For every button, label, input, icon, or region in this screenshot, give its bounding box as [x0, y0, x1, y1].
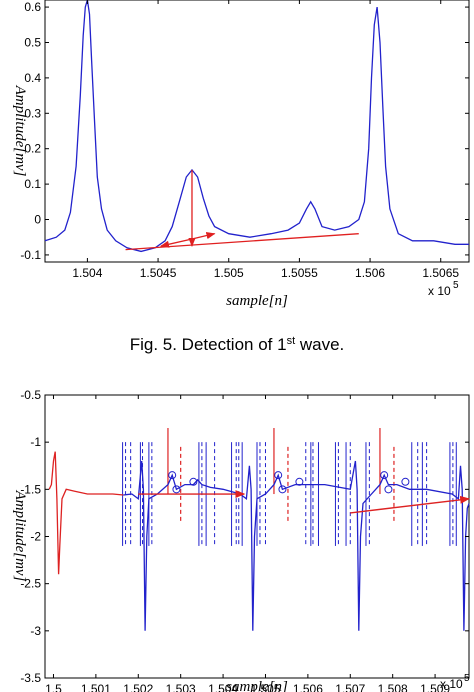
chart-1-x-tick-label: 1.505	[214, 266, 244, 280]
chart-2-x-tick-label: 1.504	[208, 682, 238, 692]
chart-2-y-axis-label: Amplitude[mv]	[12, 490, 28, 582]
svg-text:5: 5	[464, 673, 470, 684]
chart-2-x-tick-label: 1.508	[378, 682, 408, 692]
chart-2-x-axis-label: sample[n]	[226, 679, 288, 692]
chart-2-series-line-0	[48, 451, 124, 575]
chart-2-detected-point	[189, 477, 198, 486]
chart-1-detection-1st-wave: 1.504 1.5045 1.505 1.5055 1.506 1.5065 -0.1 0 0…	[12, 0, 470, 309]
chart-2-detected-point	[278, 485, 287, 494]
caption-prefix: Fig. 5. Detection of 1	[130, 335, 287, 354]
chart-2-x-tick-label: 1.505	[250, 682, 280, 692]
chart-1-y-tick-label: 0.4	[24, 71, 41, 85]
chart-2-y-tick-label: -2.5	[20, 577, 41, 591]
chart-2-detected-point	[168, 471, 177, 480]
chart-1-arrow-annotation	[160, 238, 193, 248]
chart-2-x-tick-label: 1.5	[45, 682, 62, 692]
chart-2-y-tick-label: -3	[30, 624, 41, 638]
chart-2-detected-point	[401, 477, 410, 486]
chart-1-series-line-0	[44, 0, 469, 253]
chart-2-x-tick-label: 1.502	[123, 682, 153, 692]
chart-2-x-tick-label: 1.506	[293, 682, 323, 692]
chart-2-series-line-1	[123, 460, 470, 631]
chart-2-y-tick-label: -0.5	[20, 388, 41, 402]
chart-1-y-tick-label: 0.1	[24, 177, 41, 191]
chart-2-ecg-wave-detection: 1.5 1.501 1.502 1.503 1.504 1.505 1.506 1.507 1.…	[12, 388, 470, 692]
caption-superscript: st	[287, 335, 296, 347]
chart-2-x-multiplier: x 10 5	[440, 673, 470, 691]
chart-1-x-tick-label: 1.504	[72, 266, 102, 280]
chart-1-y-tick-label: 0.3	[24, 106, 41, 120]
chart-1-x-tick-label: 1.506	[355, 266, 385, 280]
chart-2-y-tick-label: -1.5	[20, 482, 41, 496]
caption-suffix: wave.	[295, 335, 344, 354]
chart-1-y-tick-label: -0.1	[20, 248, 41, 262]
chart-2-y-tick-label: -1	[30, 435, 41, 449]
chart-2-y-tick-label: -3.5	[20, 671, 41, 685]
chart-2-x-tick-label: 1.501	[81, 682, 111, 692]
chart-2-y-tick-label: -2	[30, 530, 41, 544]
chart-1-x-tick-label: 1.5045	[140, 266, 177, 280]
chart-2-detected-point	[384, 485, 393, 494]
chart-1-x-multiplier: x 10 5	[428, 280, 459, 298]
chart-1-x-tick-label: 1.5065	[422, 266, 459, 280]
chart-2-detected-point	[380, 471, 389, 480]
chart-1-y-tick-label: 0.5	[24, 35, 41, 49]
chart-1-x-tick-label: 1.5055	[281, 266, 318, 280]
chart-1-y-axis-label: Amplitude[mv]	[12, 85, 28, 177]
chart-2-x-tick-label: 1.507	[335, 682, 365, 692]
chart-1-y-tick-label: 0.2	[24, 142, 41, 156]
figure-5-caption: Fig. 5. Detection of 1st wave.	[130, 335, 345, 354]
chart-2-detected-point	[172, 485, 181, 494]
svg-text:x 10: x 10	[440, 677, 463, 691]
svg-text:5: 5	[453, 280, 459, 291]
chart-1-x-axis-label: sample[n]	[226, 293, 288, 309]
chart-1-arrow-annotation	[191, 232, 216, 240]
chart-2-baseline-annotation	[350, 495, 470, 514]
chart-2-detected-point	[274, 471, 283, 480]
chart-2-x-tick-label: 1.503	[166, 682, 196, 692]
chart-2-detected-point	[295, 477, 304, 486]
chart-1-y-tick-label: 0	[34, 213, 41, 227]
chart-2-x-tick-label: 1.509	[420, 682, 450, 692]
chart-1-y-tick-label: 0.6	[24, 0, 41, 14]
chart-1-plot-area	[44, 0, 470, 263]
svg-text:x 10: x 10	[428, 284, 451, 298]
